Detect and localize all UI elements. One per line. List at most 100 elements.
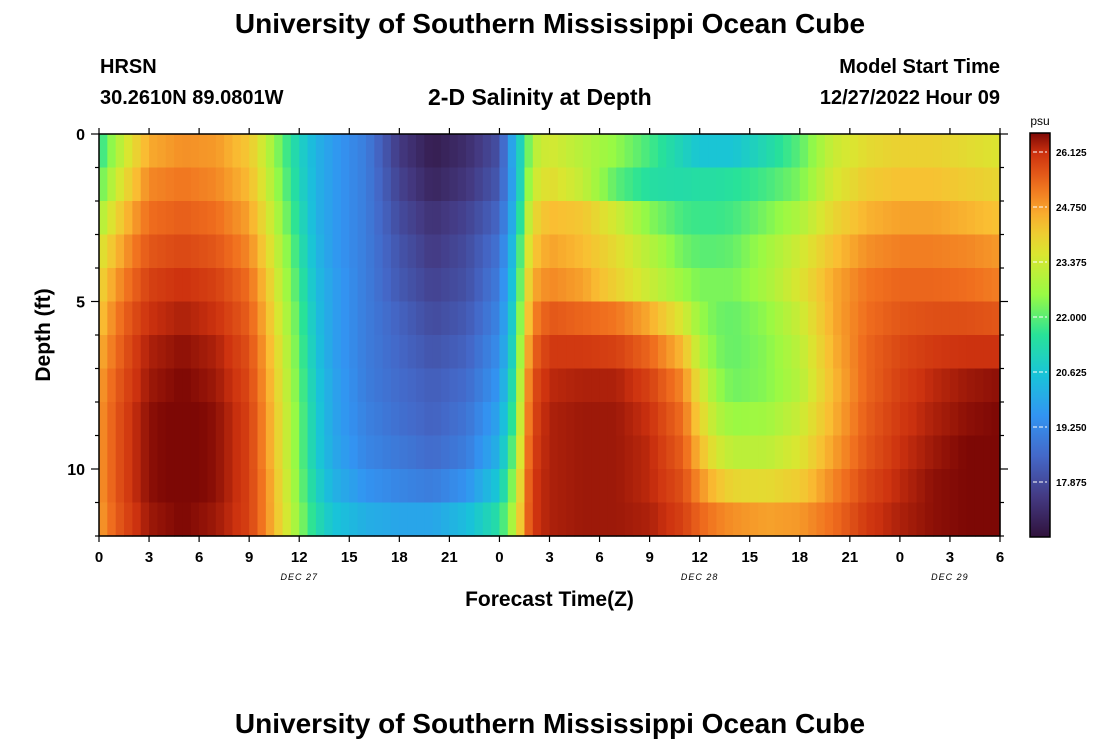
heatmap-cell [557, 201, 567, 236]
heatmap-cell [766, 301, 776, 336]
heatmap-cell [824, 167, 834, 202]
heatmap-cell [357, 167, 367, 202]
heatmap-cell [482, 301, 492, 336]
heatmap-cell [207, 335, 217, 370]
heatmap-cell [491, 167, 501, 202]
heatmap-cell [666, 234, 676, 269]
heatmap-cell [607, 402, 617, 437]
heatmap-cell [390, 335, 400, 370]
heatmap-cell [566, 402, 576, 437]
heatmap-cell [149, 234, 158, 269]
heatmap-cell [365, 201, 375, 236]
heatmap-cell [482, 134, 492, 169]
heatmap-cell [224, 134, 234, 169]
heatmap-cell [574, 335, 584, 370]
heatmap-cell [716, 268, 726, 303]
colorbar [1029, 132, 1051, 538]
heatmap-cell [115, 402, 125, 437]
heatmap-cell [674, 435, 684, 470]
heatmap-cell [399, 368, 409, 403]
heatmap-cell [265, 201, 275, 236]
heatmap-cell [866, 502, 876, 537]
heatmap-cell [416, 502, 425, 537]
heatmap-cell [115, 469, 125, 504]
heatmap-cell [365, 502, 375, 537]
heatmap-cell [532, 469, 542, 504]
heatmap-cell [516, 167, 526, 202]
heatmap-cell [599, 134, 609, 169]
heatmap-cell [215, 335, 225, 370]
heatmap-cell [599, 234, 609, 269]
heatmap-cell [858, 268, 868, 303]
heatmap-cell [224, 402, 234, 437]
heatmap-cell [132, 268, 142, 303]
heatmap-cell [849, 402, 859, 437]
heatmap-cell [124, 435, 133, 470]
heatmap-cell [774, 368, 784, 403]
heatmap-cell [549, 201, 559, 236]
heatmap-cell [190, 167, 200, 202]
heatmap-cell [924, 469, 934, 504]
heatmap-cell [240, 502, 250, 537]
heatmap-cell [474, 301, 484, 336]
heatmap-cell [641, 201, 651, 236]
heatmap-cell [949, 301, 959, 336]
heatmap-cell [374, 469, 384, 504]
heatmap-cell [299, 368, 309, 403]
heatmap-cell [616, 368, 626, 403]
heatmap-cell [557, 502, 567, 537]
heatmap-cell [716, 368, 726, 403]
heatmap-cell [733, 134, 742, 169]
heatmap-cell [624, 301, 634, 336]
heatmap-cell [824, 268, 834, 303]
heatmap-cell [908, 268, 918, 303]
heatmap-cell [524, 134, 534, 169]
heatmap-cell [958, 201, 968, 236]
heatmap-cell [174, 469, 184, 504]
heatmap-cell [883, 368, 893, 403]
x-tick-label: 18 [791, 549, 808, 566]
heatmap-cell [449, 335, 459, 370]
heatmap-cell [315, 167, 325, 202]
heatmap-cell [549, 167, 559, 202]
heatmap-cell [574, 301, 584, 336]
heatmap-cell [766, 335, 776, 370]
heatmap-cell [349, 301, 359, 336]
heatmap-cell [190, 134, 200, 169]
heatmap-cell [416, 201, 425, 236]
heatmap-cell [949, 469, 959, 504]
heatmap-cell [941, 268, 951, 303]
heatmap-cell [491, 368, 501, 403]
heatmap-cell [232, 469, 242, 504]
date-labels: DEC 27 DEC 28 DEC 29 [280, 572, 969, 582]
heatmap-cell [582, 167, 592, 202]
heatmap-cell [290, 368, 300, 403]
heatmap-cell [674, 167, 684, 202]
heatmap-cell [532, 201, 542, 236]
heatmap-cell [157, 234, 167, 269]
heatmap-cell [357, 335, 367, 370]
heatmap-cell [124, 268, 133, 303]
heatmap-cell [265, 368, 275, 403]
heatmap-cell [574, 167, 584, 202]
heatmap-cell [799, 368, 809, 403]
heatmap-cell [132, 134, 142, 169]
heatmap-cell [232, 268, 242, 303]
heatmap-cell [616, 134, 626, 169]
heatmap-cell [224, 335, 234, 370]
heatmap-cells [99, 134, 1001, 537]
heatmap-cell [749, 301, 759, 336]
heatmap-cell [733, 201, 742, 236]
heatmap-cell [774, 268, 784, 303]
heatmap-cell [390, 469, 400, 504]
heatmap-cell [849, 268, 859, 303]
heatmap-cell [774, 435, 784, 470]
heatmap-cell [824, 201, 834, 236]
heatmap-cell [783, 201, 793, 236]
date-label: DEC 29 [931, 572, 969, 582]
heatmap-cell [249, 268, 259, 303]
heatmap-cell [758, 268, 767, 303]
heatmap-cell [157, 335, 167, 370]
heatmap-cell [858, 134, 868, 169]
heatmap-cell [491, 502, 501, 537]
